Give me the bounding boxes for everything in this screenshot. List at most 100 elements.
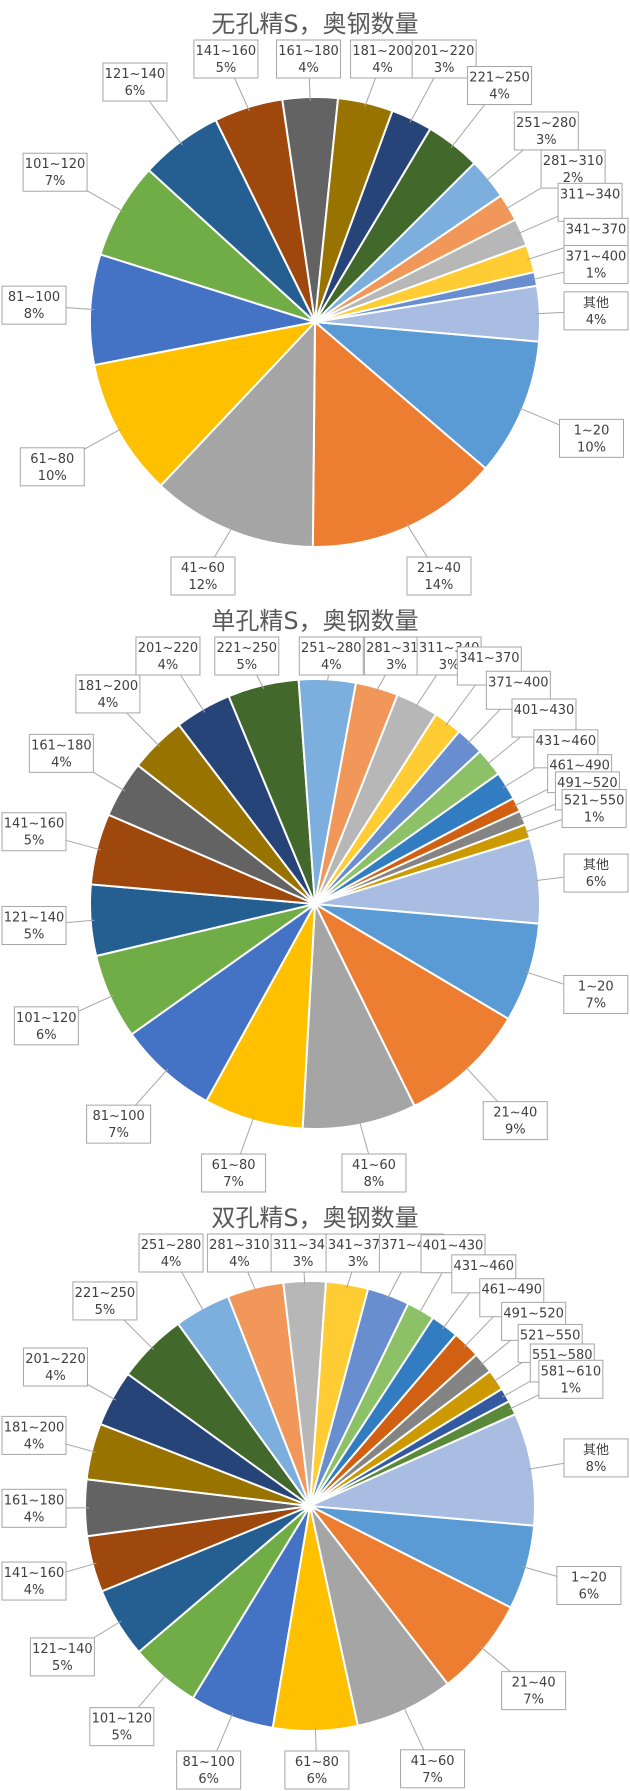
data-label-category: 181~200 — [4, 1420, 65, 1435]
data-label-percent: 4% — [98, 696, 119, 711]
data-label: 101~120 5% — [89, 1707, 155, 1747]
data-label-category: 121~140 — [4, 911, 65, 926]
data-label: 其他 6% — [563, 853, 629, 893]
data-label: 281~310 2% — [540, 149, 606, 189]
data-label-box — [406, 556, 472, 596]
data-label-category: 161~180 — [278, 44, 339, 59]
data-label-category: 491~520 — [503, 1306, 564, 1321]
pie-slice-41-60 — [159, 319, 317, 548]
data-label-category: 61~80 — [30, 452, 74, 467]
data-label-box — [1, 285, 67, 325]
data-label-box — [563, 974, 629, 1014]
data-label: 其他 4% — [563, 291, 629, 331]
data-label-box — [102, 62, 168, 102]
data-label-percent: 4% — [51, 755, 72, 770]
data-label-percent: 10% — [38, 469, 67, 484]
data-label-percent: 4% — [24, 1510, 45, 1525]
data-label-category: 521~550 — [564, 794, 625, 809]
chart-title: 双孔精S，奥钢数量 — [211, 1204, 418, 1232]
data-label-category: 121~140 — [32, 1642, 93, 1657]
data-label-percent: 3% — [293, 1255, 314, 1270]
chart-title: 单孔精S，奥钢数量 — [211, 607, 418, 635]
data-label-category: 581~610 — [541, 1364, 602, 1379]
data-label: 101~120 7% — [22, 152, 88, 192]
data-label-category: 181~200 — [78, 679, 139, 694]
data-label: 1~20 10% — [559, 418, 625, 458]
data-label-category: 311~340 — [273, 1238, 334, 1253]
data-label: 201~220 4% — [135, 636, 201, 676]
data-label: 311~340 — [557, 182, 623, 222]
data-label-box — [1, 1415, 67, 1455]
data-label-box — [28, 733, 94, 773]
data-label: 181~200 4% — [350, 39, 416, 79]
data-label-category: 其他 — [583, 1443, 609, 1458]
data-label-box — [22, 1347, 88, 1387]
data-label: 101~120 6% — [13, 1006, 79, 1046]
data-label-category: 371~400 — [488, 675, 549, 690]
data-label-percent: 4% — [24, 1583, 45, 1598]
data-label-category: 21~40 — [417, 561, 461, 576]
data-label-category: 461~490 — [482, 1283, 543, 1298]
data-label-category: 41~60 — [181, 561, 225, 576]
data-label-percent: 3% — [536, 133, 557, 148]
data-label-percent: 6% — [307, 1772, 328, 1787]
data-label-box — [563, 291, 629, 331]
data-label-percent: 4% — [586, 313, 607, 328]
data-label: 521~550 1% — [561, 789, 627, 829]
data-label-box — [556, 1565, 622, 1605]
pie-chart-3: 双孔精S，奥钢数量 1~20 6% 21~40 7% 41~60 7% 61~80 6% 81~… — [0, 1194, 630, 1791]
data-label-category: 181~200 — [352, 44, 413, 59]
data-label-category: 61~80 — [295, 1755, 339, 1770]
data-label-percent: 7% — [223, 1175, 244, 1190]
data-label-percent: 3% — [434, 61, 455, 76]
data-label: 201~220 3% — [411, 39, 477, 79]
data-label-box — [22, 152, 88, 192]
data-label-percent: 8% — [586, 1460, 607, 1475]
data-label-percent: 4% — [45, 1369, 66, 1384]
pie-chart-2-svg: 单孔精S，奥钢数量 1~207%21~409%41~608%61~807%81~… — [1, 607, 629, 1193]
data-label-category: 141~160 — [4, 817, 65, 832]
data-label-category: 21~40 — [493, 1106, 537, 1121]
data-label-box — [13, 1006, 79, 1046]
data-label-category: 其他 — [583, 296, 609, 311]
data-label-box — [538, 1359, 604, 1399]
data-label-percent: 6% — [579, 1587, 600, 1602]
data-label: 41~60 7% — [400, 1749, 466, 1789]
data-label: 81~100 7% — [86, 1104, 152, 1144]
data-label-percent: 6% — [125, 84, 146, 99]
data-label-percent: 4% — [489, 88, 510, 103]
data-label-box — [214, 636, 280, 676]
data-label-box — [276, 39, 342, 79]
data-label-percent: 6% — [586, 875, 607, 890]
data-label-category: 341~370 — [328, 1238, 389, 1253]
data-label-percent: 8% — [24, 307, 45, 322]
data-label: 1~20 7% — [563, 974, 629, 1014]
data-label-category: 251~280 — [301, 641, 362, 656]
data-label-percent: 5% — [216, 61, 237, 76]
data-label-box — [201, 1153, 267, 1193]
data-label: 251~280 4% — [298, 636, 364, 676]
data-label-percent: 4% — [158, 658, 179, 673]
data-label-percent: 10% — [577, 440, 606, 455]
data-label-category: 201~220 — [25, 1352, 86, 1367]
data-label-category: 1~20 — [571, 1570, 607, 1585]
data-label-box — [1, 906, 67, 946]
data-label-percent: 1% — [584, 811, 605, 826]
data-label-box — [1, 812, 67, 852]
data-label-box — [138, 1233, 204, 1273]
data-label-percent: 7% — [45, 174, 66, 189]
data-label: 141~160 4% — [1, 1561, 67, 1601]
data-label-category: 521~550 — [520, 1328, 581, 1343]
data-label-box — [89, 1707, 155, 1747]
data-label-category: 431~460 — [454, 1259, 515, 1274]
chart-title: 无孔精S，奥钢数量 — [211, 10, 418, 38]
data-label-box — [1, 1488, 67, 1528]
data-label-percent: 1% — [561, 1381, 582, 1396]
data-label-category: 401~430 — [423, 1239, 484, 1254]
data-label-category: 221~250 — [469, 71, 530, 86]
data-label-box — [400, 1749, 466, 1789]
data-label-box — [75, 674, 141, 714]
data-label: 121~140 5% — [1, 906, 67, 946]
data-label: 201~220 4% — [22, 1347, 88, 1387]
data-label-box — [206, 1233, 272, 1273]
